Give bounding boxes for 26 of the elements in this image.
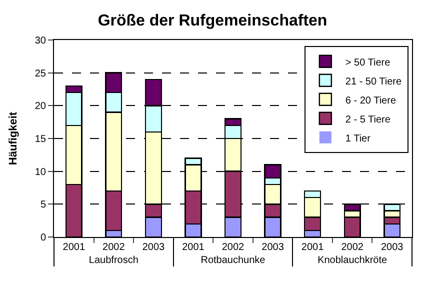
text: Rotbauchunke [200,255,266,266]
y-tick-label: 0 [40,232,46,244]
x-tick-label: 2001 [62,242,86,253]
x-tick-label: 2002 [341,242,364,253]
y-axis-title: Häufigkeit [8,112,20,166]
text: Knoblauchkröte [318,255,388,266]
text: Laubfrosch [88,255,138,266]
y-tick-label: 20 [34,101,46,112]
chart-title: Größe der Rufgemeinschaften [98,12,328,30]
legend-label: 6 - 20 Tiere [345,95,396,106]
x-tick-label: 2003 [262,242,284,253]
legend-label: 1 Tier [345,133,372,144]
y-tick-label: 5 [40,200,46,211]
y-tick-label: 15 [34,134,46,145]
y-tick-label: 10 [34,166,46,178]
x-tick-label: 2003 [142,242,165,253]
legend-label: 21 - 50 Tiere [345,76,402,88]
y-tick-label: 30 [34,36,46,46]
y-tick-label: 25 [34,68,46,80]
legend-label: 2 - 5 Tiere [345,114,391,126]
legend-label: > 50 Tiere [345,57,391,68]
x-tick-label: 2001 [301,242,324,253]
x-tick-label: 2002 [102,242,126,253]
x-tick-label: 2003 [380,242,404,253]
x-tick-label: 2001 [182,242,205,253]
x-tick-label: 2002 [222,242,245,253]
